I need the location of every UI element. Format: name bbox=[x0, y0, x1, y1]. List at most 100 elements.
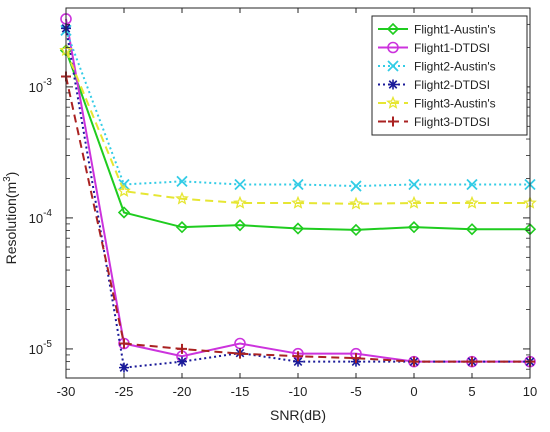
data-point bbox=[235, 348, 245, 359]
data-point bbox=[177, 343, 187, 354]
marker-star bbox=[175, 191, 189, 205]
data-point bbox=[293, 351, 303, 362]
data-point bbox=[117, 206, 131, 219]
marker-diamond bbox=[349, 223, 363, 237]
y-axis-label: Resolution(m3) bbox=[2, 172, 19, 265]
marker-star bbox=[117, 183, 131, 197]
marker-plus bbox=[388, 116, 398, 127]
x-tick-label: -30 bbox=[57, 384, 76, 399]
legend-item: Flight1-DTDSI bbox=[378, 41, 490, 55]
data-point bbox=[407, 195, 421, 209]
marker-x bbox=[292, 178, 304, 191]
marker-diamond bbox=[407, 221, 421, 234]
series-line bbox=[65, 50, 530, 231]
legend-item: Flight3-Austin's bbox=[378, 95, 496, 111]
y-tick-base: 10 bbox=[29, 342, 43, 357]
data-point bbox=[119, 362, 129, 373]
legend-item: Flight3-DTDSI bbox=[378, 115, 490, 129]
marker-diamond bbox=[386, 22, 400, 36]
legend-item: Flight2-DTDSI bbox=[378, 78, 490, 92]
marker-star bbox=[349, 196, 363, 210]
y-tick-label: 10-5 bbox=[29, 339, 53, 357]
x-tick-label: -10 bbox=[289, 384, 308, 399]
legend-marker bbox=[386, 22, 400, 36]
series-1 bbox=[59, 44, 537, 237]
x-tick-label: -20 bbox=[173, 384, 192, 399]
marker-plus bbox=[177, 343, 187, 354]
marker-plus bbox=[293, 351, 303, 362]
marker-x bbox=[176, 175, 188, 188]
legend-marker bbox=[386, 95, 400, 109]
legend-label: Flight2-Austin's bbox=[414, 60, 496, 74]
data-point bbox=[350, 180, 362, 192]
data-point bbox=[175, 221, 189, 234]
data-point bbox=[465, 223, 479, 236]
marker-star bbox=[291, 195, 305, 209]
x-axis-label: SNR(dB) bbox=[270, 407, 326, 423]
data-point bbox=[234, 178, 246, 191]
y-tick-base: 10 bbox=[29, 80, 43, 95]
legend-label: Flight1-DTDSI bbox=[414, 41, 490, 55]
data-point bbox=[117, 183, 131, 197]
legend-marker bbox=[388, 116, 398, 127]
data-point bbox=[409, 356, 419, 367]
marker-diamond bbox=[175, 221, 189, 234]
marker-diamond bbox=[117, 206, 131, 219]
marker-diamond bbox=[291, 222, 305, 235]
data-point bbox=[119, 338, 129, 349]
legend-label: Flight2-DTDSI bbox=[414, 78, 490, 92]
y-axis-label-suffix: ) bbox=[3, 172, 19, 177]
data-point bbox=[233, 219, 247, 232]
marker-plus bbox=[409, 356, 419, 367]
marker-circle bbox=[387, 41, 399, 54]
data-point bbox=[407, 221, 421, 234]
marker-star bbox=[407, 195, 421, 209]
y-tick-exponent: -4 bbox=[43, 208, 52, 219]
data-point bbox=[291, 222, 305, 235]
legend-item: Flight1-Austin's bbox=[378, 23, 496, 37]
marker-plus bbox=[119, 338, 129, 349]
data-point bbox=[176, 175, 188, 188]
data-point bbox=[467, 356, 477, 367]
x-tick-label: 10 bbox=[523, 384, 537, 399]
legend-marker bbox=[388, 79, 398, 90]
y-tick-base: 10 bbox=[29, 211, 43, 226]
marker-star bbox=[233, 195, 247, 209]
marker-x bbox=[387, 60, 399, 72]
data-point bbox=[349, 196, 363, 210]
legend-label: Flight3-Austin's bbox=[414, 97, 496, 111]
legend-label: Flight3-DTDSI bbox=[414, 115, 490, 129]
x-tick-label: 0 bbox=[410, 384, 417, 399]
y-axis-label-text: Resolution(m bbox=[3, 182, 19, 264]
x-tick-label: -25 bbox=[115, 384, 134, 399]
marker-asterisk bbox=[388, 79, 398, 90]
marker-asterisk bbox=[177, 356, 187, 367]
legend: Flight1-Austin's Flight1-DTDSI Flight2-Aus… bbox=[371, 15, 528, 136]
marker-x bbox=[466, 178, 478, 191]
data-point bbox=[408, 178, 420, 191]
marker-plus bbox=[351, 353, 361, 364]
marker-star bbox=[386, 95, 400, 109]
data-point bbox=[465, 195, 479, 209]
legend-box bbox=[371, 15, 528, 136]
marker-asterisk bbox=[293, 356, 303, 367]
x-tick-label: -5 bbox=[350, 384, 362, 399]
legend-item: Flight2-Austin's bbox=[378, 60, 496, 74]
y-tick-exponent: -3 bbox=[43, 77, 52, 88]
legend-marker bbox=[387, 41, 399, 54]
data-point bbox=[349, 223, 363, 237]
marker-diamond bbox=[233, 219, 247, 232]
marker-asterisk bbox=[119, 362, 129, 373]
marker-plus bbox=[467, 356, 477, 367]
x-tick-label: 5 bbox=[468, 384, 475, 399]
legend-marker bbox=[387, 60, 399, 72]
y-tick-label: 10-3 bbox=[29, 77, 53, 95]
data-point bbox=[292, 178, 304, 191]
marker-x bbox=[234, 178, 246, 191]
series-layer bbox=[59, 13, 537, 373]
data-point bbox=[177, 356, 187, 367]
data-point bbox=[293, 356, 303, 367]
data-point bbox=[351, 353, 361, 364]
